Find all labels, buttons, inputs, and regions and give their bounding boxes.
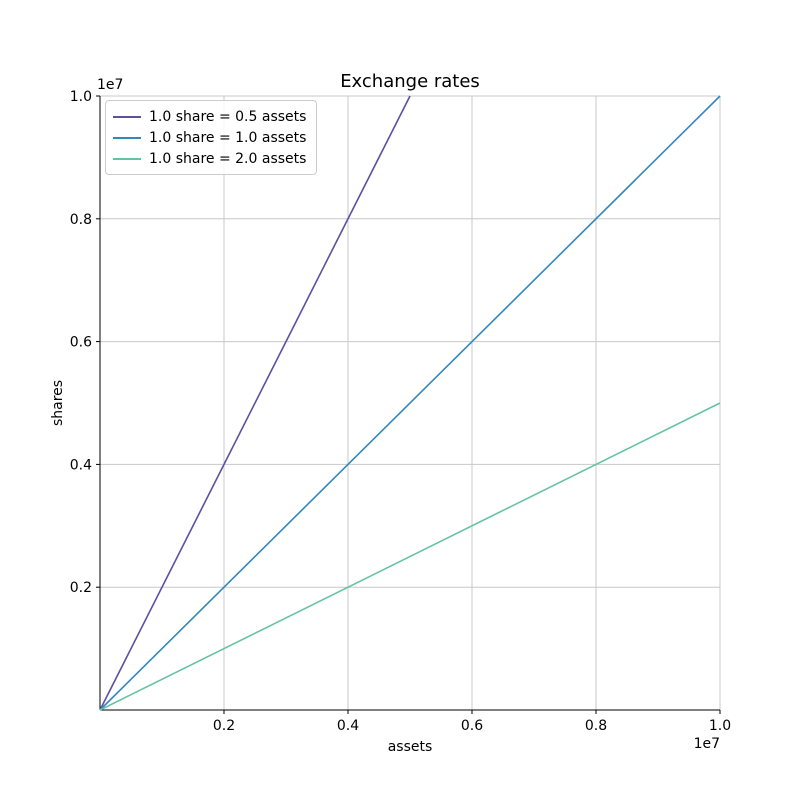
x-axis-label: assets xyxy=(387,739,433,755)
legend-item: 1.0 share = 2.0 assets xyxy=(113,148,306,169)
legend-item-label: 1.0 share = 0.5 assets xyxy=(149,108,307,125)
x-tick-label: 0.6 xyxy=(461,718,483,734)
legend: 1.0 share = 0.5 assets 1.0 share = 1.0 as… xyxy=(105,100,318,175)
series-line xyxy=(99,402,721,711)
y-tick-label: 0.6 xyxy=(70,335,92,351)
legend-item: 1.0 share = 1.0 assets xyxy=(113,127,306,148)
y-axis-offset-text: 1e7 xyxy=(97,77,124,93)
series-line xyxy=(99,95,411,711)
chart-title: Exchange rates xyxy=(340,71,480,92)
x-tick-label: 1.0 xyxy=(709,718,731,734)
legend-line-swatch xyxy=(113,136,141,139)
x-tick-label: 0.2 xyxy=(213,718,235,734)
x-tick-label: 0.8 xyxy=(585,718,607,734)
y-axis-label: shares xyxy=(50,379,66,427)
y-tick-label: 1.0 xyxy=(70,89,92,105)
legend-line-swatch xyxy=(113,157,141,160)
x-axis-offset-text: 1e7 xyxy=(693,736,720,752)
y-tick-label: 0.2 xyxy=(70,580,92,596)
x-tick-label: 0.4 xyxy=(337,718,359,734)
y-tick-label: 0.4 xyxy=(70,457,92,473)
legend-item-label: 1.0 share = 2.0 assets xyxy=(149,150,307,167)
legend-item: 1.0 share = 0.5 assets xyxy=(113,106,306,127)
legend-item-label: 1.0 share = 1.0 assets xyxy=(149,129,307,146)
legend-line-swatch xyxy=(113,115,141,118)
series-line xyxy=(99,95,721,711)
y-tick-label: 0.8 xyxy=(70,212,92,228)
